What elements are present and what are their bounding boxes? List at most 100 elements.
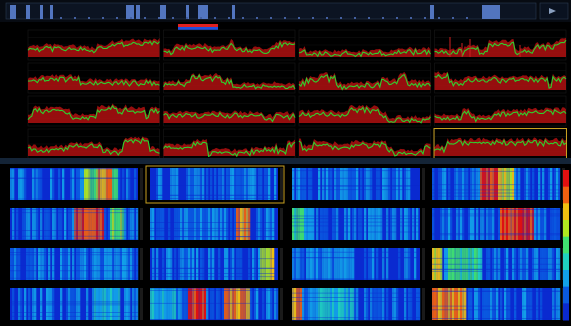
waterfall-cell[interactable] <box>150 208 283 240</box>
waterfall-bin <box>238 248 241 280</box>
timeline-activity[interactable] <box>126 5 134 19</box>
waterfall-cell[interactable] <box>432 288 565 320</box>
timeline-activity[interactable] <box>10 5 16 19</box>
timeline-tick <box>74 17 76 19</box>
spectrum-cell[interactable] <box>163 128 296 158</box>
timeline-track[interactable] <box>5 2 537 20</box>
spectrum-cell[interactable] <box>298 62 431 94</box>
selected-cell-outline[interactable] <box>433 128 567 159</box>
timeline-graphic[interactable] <box>0 0 571 22</box>
waterfall-bin <box>432 168 435 200</box>
waterfall-cell[interactable] <box>145 165 285 204</box>
waterfall-bin <box>196 208 199 240</box>
waterfall-bin <box>94 208 97 240</box>
waterfall-bin <box>264 168 267 200</box>
spectrum-cell[interactable] <box>434 29 567 61</box>
waterfall-bin <box>352 248 355 280</box>
waterfall-bin <box>536 208 539 240</box>
waterfall-cell[interactable] <box>10 288 143 320</box>
timeline-activity[interactable] <box>232 5 235 19</box>
spectrum-cell[interactable] <box>298 95 431 127</box>
waterfall-bin <box>124 288 127 320</box>
waterfall-bin <box>376 288 379 320</box>
colorbar-step <box>563 270 569 288</box>
waterfall-bin <box>72 248 75 280</box>
timeline-activity[interactable] <box>198 5 208 19</box>
waterfall-bin <box>120 248 123 280</box>
waterfall-bin <box>306 208 309 240</box>
waterfall-cell[interactable] <box>432 208 565 240</box>
waterfall-cell[interactable] <box>150 248 283 280</box>
spectrum-cell[interactable] <box>163 62 296 94</box>
waterfall-bin <box>128 168 131 200</box>
waterfall-bin <box>438 288 441 320</box>
marker-chip-red[interactable] <box>178 24 218 27</box>
waterfall-bin <box>346 288 349 320</box>
waterfall-bin <box>382 168 385 200</box>
timeline-overview[interactable] <box>0 0 571 22</box>
waterfall-bin <box>14 248 17 280</box>
waterfall-cell[interactable] <box>10 248 143 280</box>
waterfall-bin <box>110 208 113 240</box>
waterfall-cell[interactable] <box>10 168 143 200</box>
timeline-activity[interactable] <box>482 5 500 19</box>
waterfall-cell[interactable] <box>10 208 143 240</box>
timeline-activity[interactable] <box>136 5 140 19</box>
spectrum-trace-max <box>163 110 295 123</box>
waterfall-bin <box>182 288 185 320</box>
waterfall-bin <box>258 168 261 200</box>
timeline-activity[interactable] <box>40 5 43 19</box>
waterfall-bin <box>448 168 451 200</box>
timeline-tick <box>228 17 230 19</box>
waterfall-cell[interactable] <box>292 288 425 321</box>
waterfall-bin <box>526 168 529 200</box>
waterfall-bin <box>112 168 115 200</box>
waterfall-bin <box>368 208 371 240</box>
selected-cell-outline[interactable] <box>145 165 285 204</box>
waterfall-bin <box>270 208 273 240</box>
waterfall-bin <box>266 208 269 240</box>
spectrum-cell[interactable] <box>298 128 431 158</box>
waterfall-bin <box>102 288 105 320</box>
waterfall-bin <box>94 168 97 200</box>
waterfall-bin <box>214 208 217 240</box>
waterfall-bin <box>456 288 459 320</box>
spectrum-cell[interactable] <box>298 29 431 61</box>
marker-chip-blue[interactable] <box>178 27 218 30</box>
waterfall-bin <box>296 248 299 280</box>
waterfall-cell[interactable] <box>432 248 565 280</box>
spectrum-cell[interactable] <box>27 62 160 94</box>
spectrum-cell[interactable] <box>434 62 567 94</box>
spectrum-cell[interactable] <box>433 128 567 159</box>
waterfall-bin <box>334 248 337 280</box>
waterfall-cell[interactable] <box>150 288 283 321</box>
waterfall-bin <box>102 248 105 280</box>
waterfall-cell[interactable] <box>292 208 425 240</box>
waterfall-bin <box>110 288 113 320</box>
waterfall-bin <box>104 248 107 280</box>
timeline-activity[interactable] <box>26 5 30 19</box>
spectrum-cell[interactable] <box>163 95 296 127</box>
scroll-arrow-icon[interactable] <box>549 8 556 14</box>
spectrum-cell[interactable] <box>163 29 296 61</box>
spectrum-cell[interactable] <box>434 95 567 127</box>
timeline-activity[interactable] <box>186 5 189 19</box>
spectrum-cell[interactable] <box>27 29 160 61</box>
panel-splitter[interactable] <box>0 158 571 164</box>
waterfall-streak <box>432 209 560 210</box>
waterfall-bin <box>524 168 527 200</box>
timeline-activity[interactable] <box>50 5 53 19</box>
waterfall-bin <box>86 288 89 320</box>
waterfall-bin <box>252 248 255 280</box>
spectrum-cell[interactable] <box>27 95 160 127</box>
waterfall-bin <box>134 288 137 320</box>
waterfall-streak <box>292 297 420 298</box>
spectrum-cell[interactable] <box>27 128 160 158</box>
spectrum-trace-max <box>299 71 431 90</box>
waterfall-cell[interactable] <box>432 168 565 200</box>
waterfall-cell[interactable] <box>292 168 425 200</box>
waterfall-bin <box>158 208 161 240</box>
timeline-activity[interactable] <box>160 5 166 19</box>
waterfall-cell[interactable] <box>292 248 425 280</box>
timeline-activity[interactable] <box>430 5 434 19</box>
